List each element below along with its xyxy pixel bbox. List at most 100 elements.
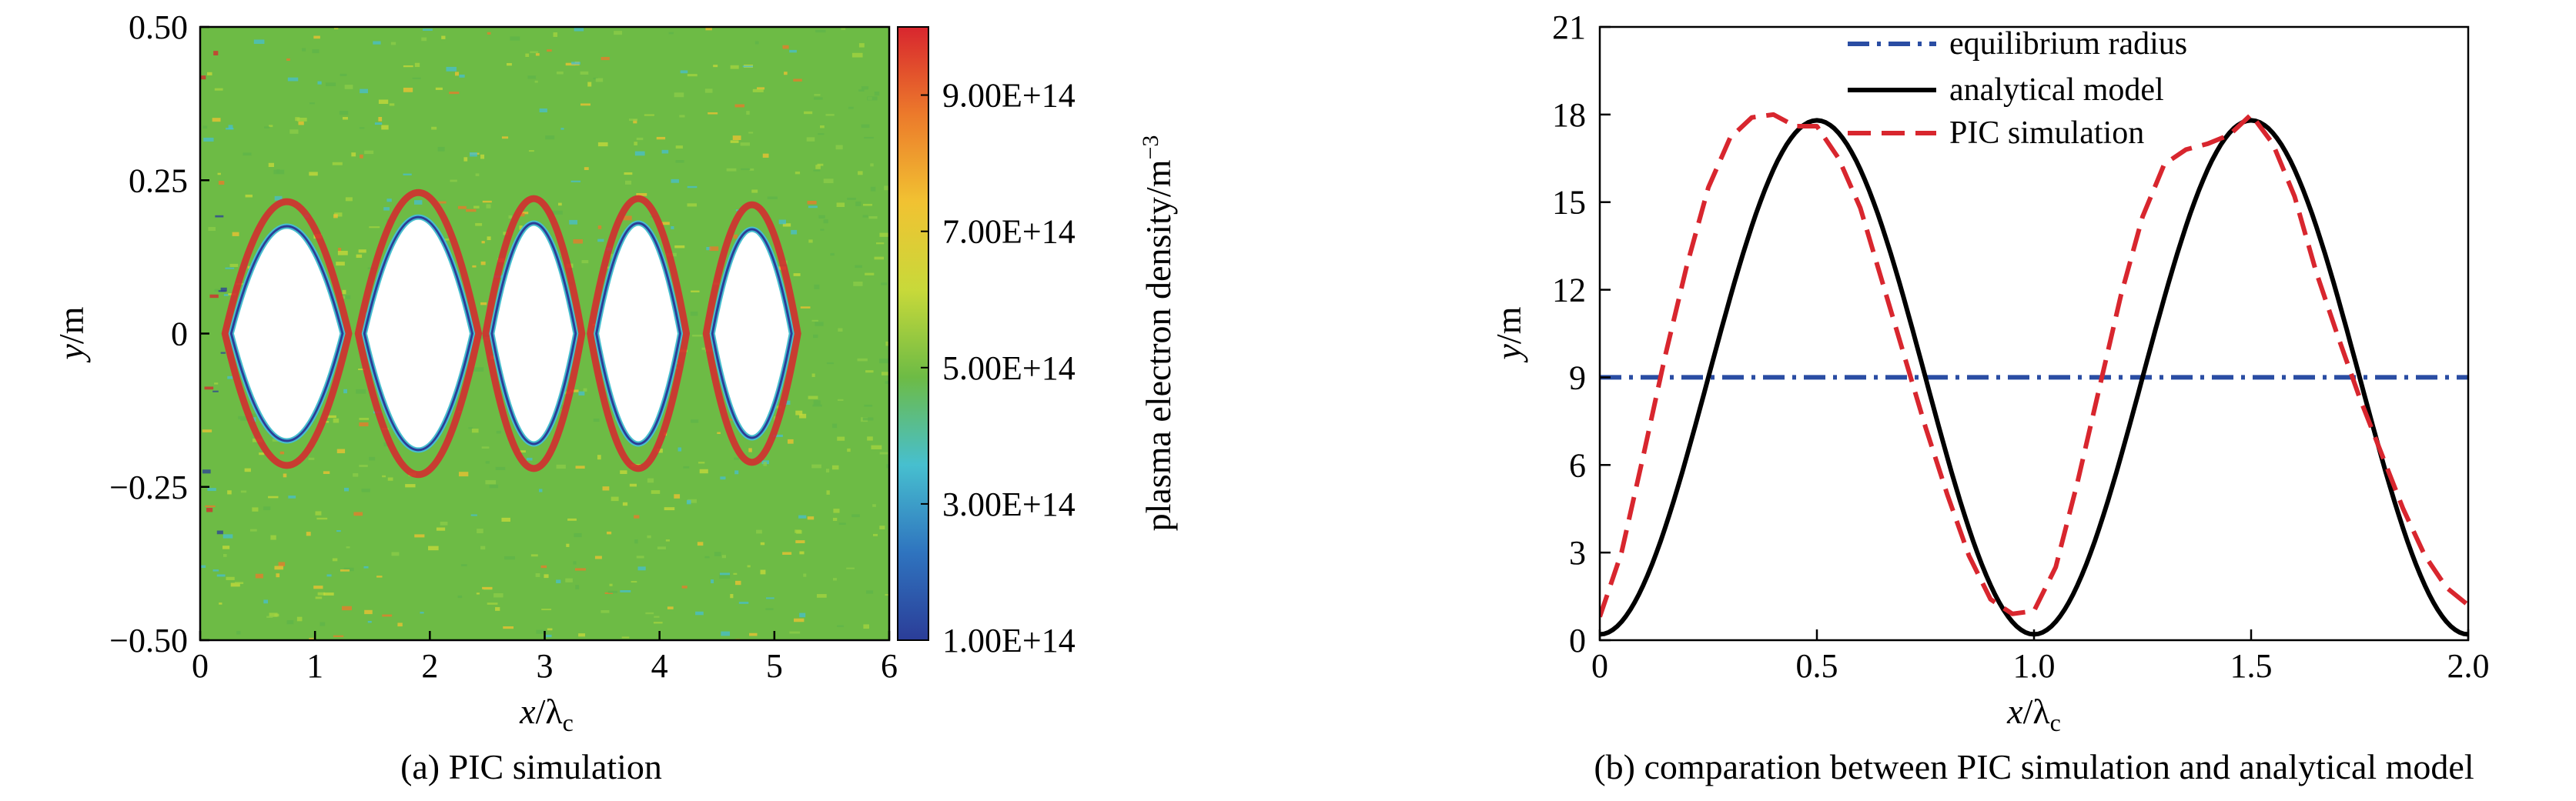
density-speckle	[485, 461, 490, 464]
density-speckle	[857, 358, 868, 362]
panel-b-y-tick-label: 6	[1569, 446, 1586, 484]
density-speckle	[573, 561, 577, 565]
density-speckle	[455, 72, 460, 76]
density-speckle	[863, 203, 873, 206]
density-speckle	[493, 592, 503, 598]
density-speckle	[733, 234, 738, 239]
density-speckle	[530, 51, 539, 54]
density-speckle	[575, 466, 585, 469]
density-speckle	[620, 470, 627, 475]
density-speckle	[553, 32, 558, 37]
density-speckle	[793, 273, 801, 276]
panel-a-x-tick-label: 4	[651, 647, 668, 685]
density-speckle	[863, 624, 869, 629]
density-speckle	[460, 564, 467, 567]
density-speckle	[219, 602, 222, 605]
density-speckle	[620, 589, 631, 592]
density-speckle	[636, 137, 644, 141]
density-speckle	[597, 455, 601, 460]
density-speckle	[735, 580, 741, 586]
density-speckle	[278, 562, 286, 567]
density-speckle	[207, 488, 216, 492]
density-speckle	[487, 236, 491, 241]
density-speckle	[720, 476, 726, 480]
density-speckle	[595, 78, 604, 82]
density-speckle	[227, 490, 232, 495]
density-speckle	[734, 457, 740, 460]
density-speckle	[742, 65, 754, 68]
panel-b-y-tick-label: 18	[1552, 96, 1586, 134]
density-speckle	[326, 574, 332, 577]
density-speckle	[477, 529, 483, 534]
density-speckle	[437, 201, 447, 204]
density-speckle	[345, 197, 353, 202]
density-speckle	[266, 616, 273, 619]
density-speckle	[629, 118, 638, 122]
density-speckle	[458, 472, 469, 477]
density-speckle	[276, 573, 280, 578]
density-speckle	[344, 85, 353, 89]
density-speckle	[837, 399, 844, 402]
density-speckle	[315, 596, 323, 599]
density-speckle	[594, 556, 602, 559]
density-speckle	[337, 250, 348, 255]
density-speckle	[677, 447, 682, 452]
density-speckle	[675, 160, 684, 163]
panel-b-y-tick-label: 21	[1552, 8, 1586, 46]
density-speckle	[788, 439, 794, 444]
density-speckle	[717, 432, 721, 434]
density-speckle	[296, 117, 307, 122]
density-speckle	[525, 53, 530, 58]
density-speckle	[565, 62, 576, 66]
density-speckle	[874, 256, 885, 260]
density-speckle	[558, 202, 562, 206]
density-speckle	[794, 618, 805, 622]
panel-b-y-label: y/m	[1489, 306, 1528, 362]
cavity-1-shell	[221, 198, 353, 469]
density-speckle	[815, 165, 821, 169]
density-speckle	[879, 526, 885, 529]
density-speckle	[749, 632, 758, 636]
panel-b-y-tick-label: 9	[1569, 359, 1586, 396]
density-speckle	[654, 616, 660, 618]
density-speckle	[679, 115, 685, 118]
density-speckle	[216, 574, 226, 577]
density-speckle	[274, 195, 283, 201]
density-speckle	[446, 66, 457, 72]
density-speckle	[510, 36, 520, 41]
density-speckle	[647, 535, 651, 539]
density-speckle	[664, 507, 675, 511]
density-speckle	[872, 504, 876, 507]
density-speckle	[340, 569, 350, 572]
density-speckle	[308, 457, 315, 460]
density-speckle	[482, 586, 493, 589]
density-speckle	[580, 71, 589, 75]
density-speckle	[583, 388, 587, 392]
density-speckle	[225, 267, 235, 269]
density-speckle	[772, 434, 783, 437]
cavity-4-inner-edge	[595, 222, 682, 446]
density-speckle	[657, 546, 666, 549]
density-speckle	[732, 135, 741, 141]
density-speckle	[817, 163, 824, 166]
density-speckle	[545, 634, 552, 638]
density-speckle	[359, 127, 365, 129]
density-speckle	[414, 62, 420, 68]
density-speckle	[799, 612, 806, 618]
density-speckle	[858, 43, 865, 48]
density-speckle	[274, 566, 283, 570]
density-speckle	[575, 585, 580, 589]
density-speckle	[795, 540, 805, 543]
colorbar-tick-label: 5.00E+14	[942, 349, 1076, 387]
density-speckle	[748, 132, 754, 134]
cavity-2-inner-edge	[363, 215, 474, 452]
density-speckle	[706, 246, 711, 251]
density-speckle	[862, 215, 868, 218]
density-speckle	[855, 201, 861, 206]
panel-b-ticks: 0 0.5 1.0 1.5 2.0 0 3 6 9 12 15 18 21	[1552, 8, 2490, 685]
panel-a-y-label: y/m	[52, 306, 91, 362]
density-speckle	[374, 122, 383, 125]
density-speckle	[323, 471, 330, 474]
density-speckle	[567, 518, 577, 521]
density-speckle	[837, 436, 845, 441]
